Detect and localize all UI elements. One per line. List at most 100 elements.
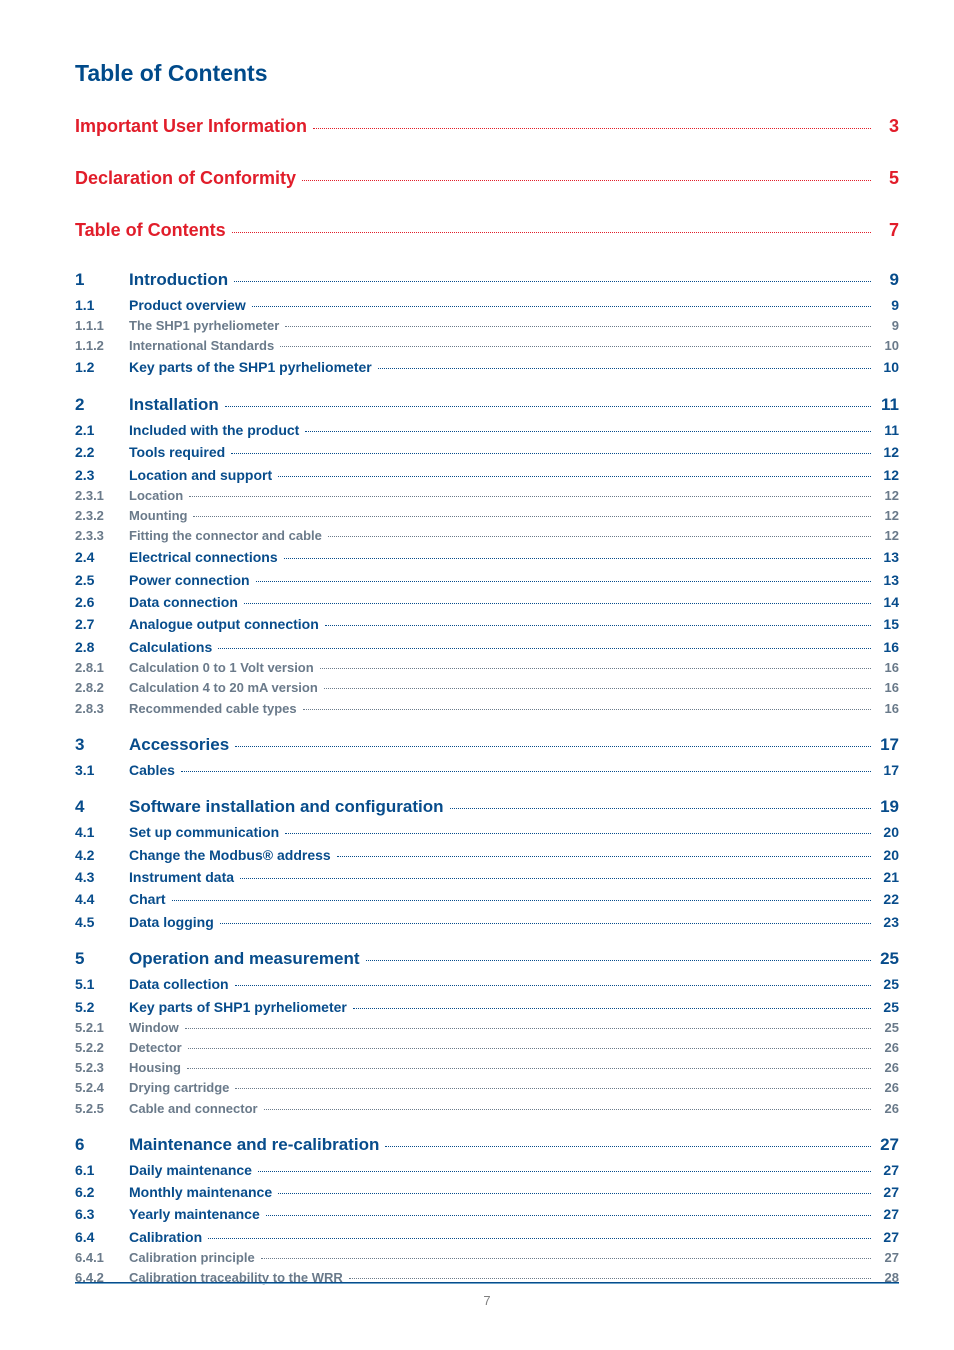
toc-row[interactable]: 2.8.1Calculation 0 to 1 Volt version16 <box>75 658 899 678</box>
toc-row[interactable]: 5.2Key parts of SHP1 pyrheliometer25 <box>75 996 899 1018</box>
toc-leader <box>366 947 871 964</box>
toc-row[interactable]: 6.4.1Calibration principle27 <box>75 1248 899 1268</box>
toc-row[interactable]: 1.1Product overview9 <box>75 294 899 316</box>
toc-row[interactable]: 4.5Data logging23 <box>75 911 899 933</box>
toc-page: 9 <box>877 266 899 294</box>
toc-row[interactable]: 5.2.3Housing26 <box>75 1058 899 1078</box>
toc-leader <box>278 1183 871 1197</box>
toc-title: International Standards <box>129 336 274 356</box>
toc-row[interactable]: 2.8.2Calculation 4 to 20 mA version16 <box>75 678 899 698</box>
toc-page: 12 <box>877 526 899 546</box>
toc-page: 20 <box>877 844 899 866</box>
toc-spacer <box>75 143 899 161</box>
toc-number: 4.5 <box>75 911 129 933</box>
toc-row[interactable]: 5Operation and measurement25 <box>75 945 899 973</box>
toc-number: 5.2.1 <box>75 1018 129 1038</box>
toc-row[interactable]: 4.4Chart22 <box>75 888 899 910</box>
toc-leader <box>313 114 871 132</box>
toc-row[interactable]: 1.2Key parts of the SHP1 pyrheliometer10 <box>75 356 899 378</box>
toc-title: Detector <box>129 1038 182 1058</box>
toc-leader <box>280 337 871 350</box>
toc-number: 5.2.2 <box>75 1038 129 1058</box>
toc-page: 11 <box>877 419 899 441</box>
toc-row[interactable]: 5.2.2Detector26 <box>75 1038 899 1058</box>
toc-leader <box>187 1059 871 1072</box>
toc-page: 27 <box>877 1226 899 1248</box>
toc-number: 4.3 <box>75 866 129 888</box>
toc-row[interactable]: 5.2.4Drying cartridge26 <box>75 1078 899 1098</box>
toc-row[interactable]: 2Installation11 <box>75 391 899 419</box>
toc-row[interactable]: 3Accessories17 <box>75 731 899 759</box>
toc-leader <box>261 1249 871 1262</box>
toc-title: Cables <box>129 759 175 781</box>
toc-page: 26 <box>877 1058 899 1078</box>
toc-number: 2.3.2 <box>75 506 129 526</box>
toc-page: 17 <box>877 731 899 759</box>
toc-row[interactable]: 2.6Data connection14 <box>75 591 899 613</box>
toc-title: Housing <box>129 1058 181 1078</box>
toc-row[interactable]: 2.7Analogue output connection15 <box>75 613 899 635</box>
toc-number: 5 <box>75 945 129 973</box>
toc-row[interactable]: 2.8.3Recommended cable types16 <box>75 699 899 719</box>
toc-row[interactable]: 3.1Cables17 <box>75 759 899 781</box>
toc-row[interactable]: 2.2Tools required12 <box>75 441 899 463</box>
toc-row[interactable]: 2.3.1Location12 <box>75 486 899 506</box>
toc-title: Installation <box>129 391 219 419</box>
toc-page: 12 <box>877 464 899 486</box>
toc-leader <box>385 1133 871 1150</box>
toc-title: Power connection <box>129 569 250 591</box>
toc-number: 2.3 <box>75 464 129 486</box>
toc-row[interactable]: 2.5Power connection13 <box>75 569 899 591</box>
toc-row[interactable]: 2.4Electrical connections13 <box>75 546 899 568</box>
toc-page: 16 <box>877 678 899 698</box>
toc-row[interactable]: Important User Information3 <box>75 109 899 143</box>
toc-page: 14 <box>877 591 899 613</box>
toc-row[interactable]: 4.3Instrument data21 <box>75 866 899 888</box>
toc-row[interactable]: 2.3Location and support12 <box>75 464 899 486</box>
toc-row[interactable]: 6.4Calibration27 <box>75 1226 899 1248</box>
toc-row[interactable]: 2.3.3Fitting the connector and cable12 <box>75 526 899 546</box>
toc-spacer <box>75 248 899 266</box>
toc-leader <box>244 593 871 607</box>
toc-row[interactable]: 2.3.2Mounting12 <box>75 506 899 526</box>
toc-row[interactable]: 6.2Monthly maintenance27 <box>75 1181 899 1203</box>
toc-row[interactable]: 1.1.2International Standards10 <box>75 336 899 356</box>
toc-row[interactable]: 1.1.1The SHP1 pyrheliometer9 <box>75 316 899 336</box>
toc-row[interactable]: 5.2.1Window25 <box>75 1018 899 1038</box>
toc-page: 10 <box>877 336 899 356</box>
toc-number: 3 <box>75 731 129 759</box>
toc-page: 27 <box>877 1248 899 1268</box>
toc-row[interactable]: 5.2.5Cable and connector26 <box>75 1099 899 1119</box>
toc-number: 2.8 <box>75 636 129 658</box>
toc-page: 13 <box>877 569 899 591</box>
toc-title: Key parts of SHP1 pyrheliometer <box>129 996 347 1018</box>
toc-title: Change the Modbus® address <box>129 844 331 866</box>
toc-leader <box>278 466 871 480</box>
toc-leader <box>172 890 871 904</box>
toc-row[interactable]: 1Introduction9 <box>75 266 899 294</box>
toc-title: Software installation and configuration <box>129 793 444 821</box>
toc-leader <box>302 166 871 184</box>
toc-number: 2.1 <box>75 419 129 441</box>
toc-row[interactable]: 2.1Included with the product11 <box>75 419 899 441</box>
toc-title: Data collection <box>129 973 229 995</box>
toc-row[interactable]: 4.2Change the Modbus® address20 <box>75 844 899 866</box>
toc-number: 2.6 <box>75 591 129 613</box>
toc-title: Mounting <box>129 506 187 526</box>
toc-row[interactable]: 2.8Calculations16 <box>75 636 899 658</box>
toc-leader <box>258 1161 871 1175</box>
toc-row[interactable]: 6.3Yearly maintenance27 <box>75 1203 899 1225</box>
toc-number: 6.3 <box>75 1203 129 1225</box>
toc-spacer <box>75 719 899 731</box>
toc-title: Calculations <box>129 636 212 658</box>
toc-row[interactable]: 4.1Set up communication20 <box>75 821 899 843</box>
toc-row[interactable]: Declaration of Conformity5 <box>75 161 899 195</box>
toc-row[interactable]: 6.1Daily maintenance27 <box>75 1159 899 1181</box>
toc-leader <box>320 659 871 672</box>
toc-row[interactable]: Table of Contents7 <box>75 213 899 247</box>
toc-leader <box>234 268 871 285</box>
toc-row[interactable]: 6Maintenance and re-calibration27 <box>75 1131 899 1159</box>
toc-row[interactable]: 4Software installation and configuration… <box>75 793 899 821</box>
toc-page: 12 <box>877 486 899 506</box>
toc-row[interactable]: 5.1Data collection25 <box>75 973 899 995</box>
